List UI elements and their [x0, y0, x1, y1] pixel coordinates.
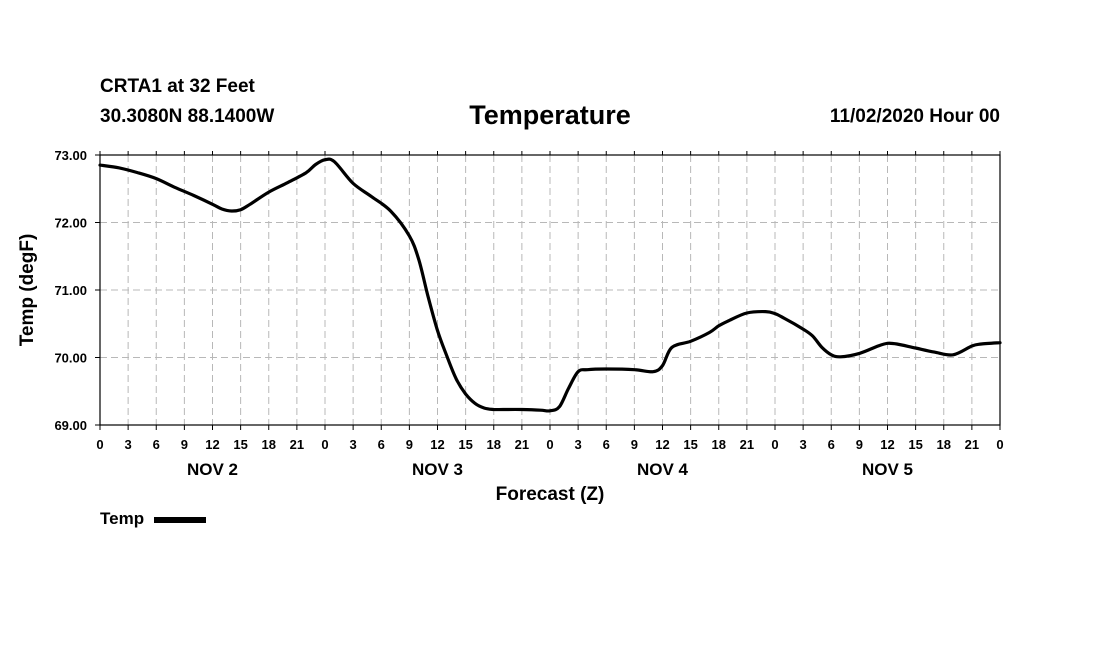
- x-tick-label: 15: [233, 437, 247, 452]
- x-tick-label: 6: [153, 437, 160, 452]
- x-tick-label: 3: [575, 437, 582, 452]
- day-labels: NOV 2 NOV 3 NOV 4 NOV 5: [187, 460, 913, 479]
- station-coordinates: 30.3080N 88.1400W: [100, 106, 275, 127]
- x-tick-label: 6: [828, 437, 835, 452]
- x-axis-label: Forecast (Z): [496, 484, 605, 505]
- x-tick-label: 21: [965, 437, 979, 452]
- x-tick-label: 0: [771, 437, 778, 452]
- x-tick-label: 3: [350, 437, 357, 452]
- day-label: NOV 3: [412, 460, 463, 479]
- legend: Temp: [100, 509, 207, 529]
- x-tick-label: 21: [290, 437, 304, 452]
- x-tick-label: 12: [655, 437, 669, 452]
- x-tick-label: 9: [631, 437, 638, 452]
- x-tick-label: 15: [683, 437, 697, 452]
- legend-line-swatch: [154, 517, 207, 523]
- temp-series-line: [98, 157, 1002, 413]
- x-tick-label: 21: [740, 437, 754, 452]
- x-tick-label: 0: [321, 437, 328, 452]
- axis-ticks: [95, 151, 1001, 430]
- x-tick-label: 18: [937, 437, 951, 452]
- x-tick-label: 12: [430, 437, 444, 452]
- legend-label: Temp: [100, 509, 145, 528]
- day-label: NOV 5: [862, 460, 913, 479]
- y-tick-label: 70.00: [54, 351, 87, 366]
- x-tick-label: 9: [856, 437, 863, 452]
- day-label: NOV 2: [187, 460, 238, 479]
- x-tick-label: 0: [546, 437, 553, 452]
- x-tick-label: 18: [712, 437, 726, 452]
- station-name: CRTA1 at 32 Feet: [100, 76, 255, 97]
- x-tick-labels: 0 3 6 9 12 15 18 21 0 3 6 9 12 15 18 21 0 3 6 9 12 15 18 21 0 3 6 9…: [96, 437, 1003, 452]
- x-tick-label: 6: [603, 437, 610, 452]
- x-tick-label: 9: [181, 437, 188, 452]
- x-tick-label: 15: [458, 437, 472, 452]
- x-tick-label: 18: [487, 437, 501, 452]
- x-tick-label: 3: [800, 437, 807, 452]
- x-tick-label: 9: [406, 437, 413, 452]
- y-tick-label: 69.00: [54, 418, 87, 433]
- x-tick-label: 3: [125, 437, 132, 452]
- x-tick-label: 0: [96, 437, 103, 452]
- x-tick-label: 0: [996, 437, 1003, 452]
- y-tick-label: 71.00: [54, 283, 87, 298]
- chart-grid: [100, 155, 1000, 425]
- day-label: NOV 4: [637, 460, 689, 479]
- chart-title: Temperature: [469, 100, 631, 130]
- x-tick-label: 21: [515, 437, 529, 452]
- y-tick-label: 72.00: [54, 216, 87, 231]
- y-tick-label: 73.00: [54, 148, 87, 163]
- x-tick-label: 15: [908, 437, 922, 452]
- x-tick-label: 6: [378, 437, 385, 452]
- x-tick-label: 18: [262, 437, 276, 452]
- x-tick-label: 12: [880, 437, 894, 452]
- forecast-datetime: 11/02/2020 Hour 00: [829, 106, 1000, 127]
- y-tick-labels: 69.00 70.00 71.00 72.00 73.00: [54, 148, 87, 433]
- y-axis-label: Temp (degF): [17, 234, 38, 347]
- x-tick-label: 12: [205, 437, 219, 452]
